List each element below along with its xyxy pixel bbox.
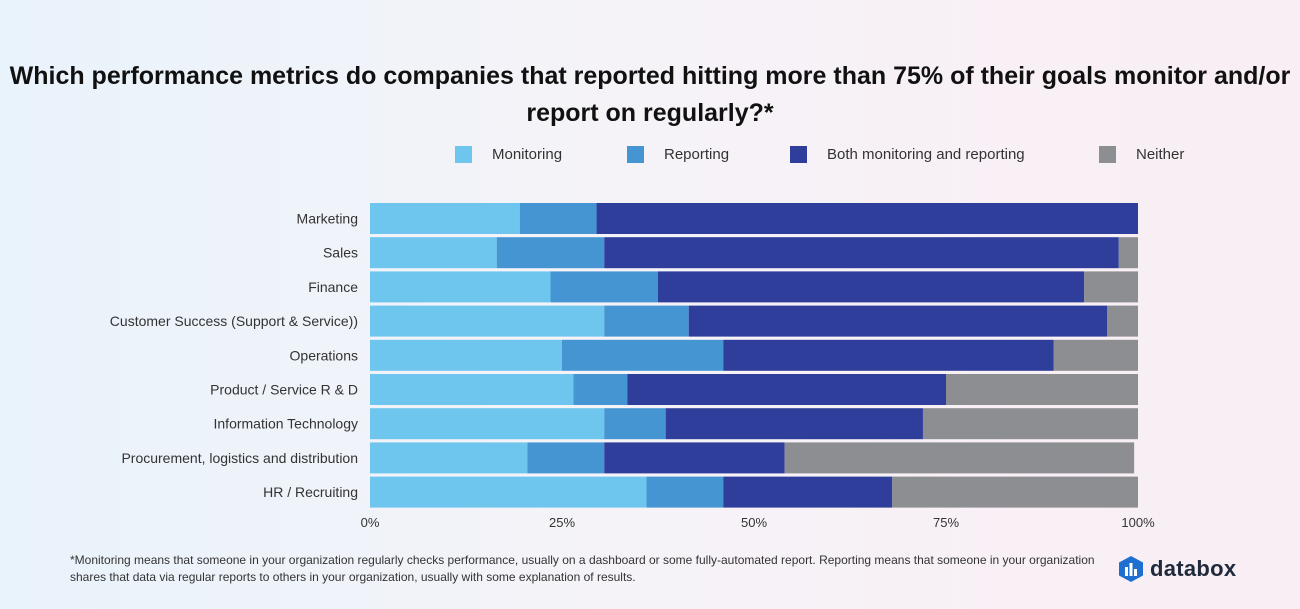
legend-label-monitoring: Monitoring <box>492 146 563 163</box>
chart-title: Which performance metrics do companies t… <box>9 62 1291 127</box>
bar-segment-neither <box>1107 305 1138 337</box>
bar-segment-both-monitoring-and-reporting <box>627 374 946 405</box>
bar-segment-both-monitoring-and-reporting <box>688 305 1108 337</box>
bar-segment-both-monitoring-and-reporting <box>604 237 1119 269</box>
legend-swatch-monitoring <box>455 146 472 163</box>
legend-label-neither: Neither <box>1136 146 1185 163</box>
bar-segment-neither <box>892 476 1138 508</box>
category-label: Finance <box>308 279 358 295</box>
brand-name: databox <box>1150 556 1237 581</box>
databox-logo-icon <box>1119 556 1143 582</box>
bar-segment-monitoring <box>370 442 528 474</box>
bar-segment-monitoring <box>370 476 647 508</box>
bar-segment-neither <box>1118 237 1138 269</box>
bar-segment-monitoring <box>370 305 605 337</box>
x-tick-label: 25% <box>549 515 575 530</box>
chart-legend: Monitoring Reporting Both monitoring and… <box>0 146 1300 168</box>
legend-label-both: Both monitoring and reporting <box>827 146 1025 163</box>
bar-segment-monitoring <box>370 339 562 371</box>
x-tick-label: 50% <box>741 515 767 530</box>
category-label: Customer Success (Support & Service)) <box>110 313 358 329</box>
x-tick-label: 75% <box>933 515 959 530</box>
category-label: Procurement, logistics and distribution <box>121 450 358 466</box>
category-label: HR / Recruiting <box>263 484 358 500</box>
databox-logo: databox <box>1118 555 1236 583</box>
bar-segment-reporting <box>519 203 597 234</box>
bar-segment-both-monitoring-and-reporting <box>723 339 1054 371</box>
bar-segment-neither <box>1053 339 1138 371</box>
bar-segment-monitoring <box>370 374 574 405</box>
category-label: Operations <box>290 347 358 363</box>
bar-segment-both-monitoring-and-reporting <box>723 476 893 508</box>
bar-segment-reporting <box>527 442 605 474</box>
legend-swatch-neither <box>1099 146 1116 163</box>
bar-segment-reporting <box>604 408 666 440</box>
legend-label-reporting: Reporting <box>664 146 730 163</box>
bar-segment-both-monitoring-and-reporting <box>604 442 785 474</box>
category-label: Sales <box>323 245 358 261</box>
bar-segment-both-monitoring-and-reporting <box>665 408 923 440</box>
bar-segment-monitoring <box>370 271 551 303</box>
bar-segment-reporting <box>604 305 689 337</box>
category-label: Information Technology <box>214 416 359 432</box>
bar-segment-reporting <box>646 476 724 508</box>
bar-segment-neither <box>1084 271 1138 303</box>
legend-item-reporting: Reporting <box>627 146 729 163</box>
legend-item-neither: Neither <box>1099 146 1184 163</box>
footnote: *Monitoring means that someone in your o… <box>70 553 1095 584</box>
legend-item-both: Both monitoring and reporting <box>790 146 1025 163</box>
bar-segment-reporting <box>496 237 605 269</box>
bar-segment-both-monitoring-and-reporting <box>658 271 1085 303</box>
bar-segment-reporting <box>550 271 658 303</box>
legend-item-monitoring: Monitoring <box>455 146 562 163</box>
legend-swatch-reporting <box>627 146 644 163</box>
stacked-bar-chart: Marketing Sales Finance Customer Success (S… <box>110 203 1155 530</box>
bar-segment-monitoring <box>370 203 520 234</box>
bar-segment-neither <box>946 374 1138 405</box>
x-tick-label: 100% <box>1121 515 1155 530</box>
x-tick-label: 0% <box>361 515 380 530</box>
bar-segment-neither <box>784 442 1135 474</box>
bar-segment-neither <box>922 408 1138 440</box>
bar-segment-reporting <box>562 339 724 371</box>
bar-segment-both-monitoring-and-reporting <box>596 203 1138 234</box>
category-label: Product / Service R & D <box>210 382 358 398</box>
bar-segment-reporting <box>573 374 628 405</box>
category-label: Marketing <box>297 211 358 227</box>
bar-segment-monitoring <box>370 237 497 269</box>
legend-swatch-both <box>790 146 807 163</box>
bar-segment-monitoring <box>370 408 605 440</box>
